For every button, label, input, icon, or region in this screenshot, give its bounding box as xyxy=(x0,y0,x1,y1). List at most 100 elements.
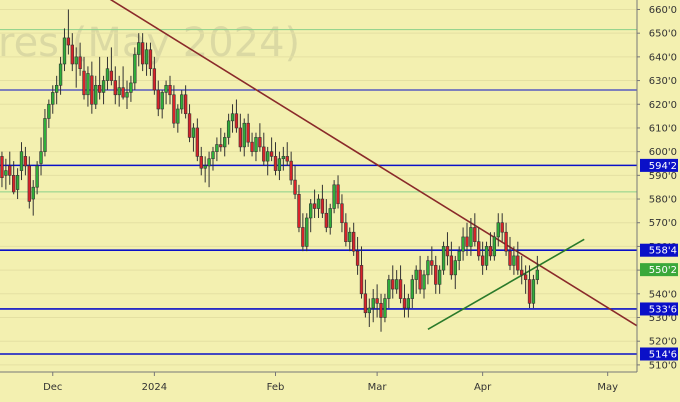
candle-23 xyxy=(86,66,90,107)
candle-104 xyxy=(402,284,407,318)
y-tick-label-8: 580'0 xyxy=(649,195,677,206)
candle-90 xyxy=(348,227,352,252)
candle-116 xyxy=(449,241,454,280)
candle-body xyxy=(402,298,407,309)
candle-body xyxy=(312,203,317,209)
candle-body xyxy=(473,227,477,242)
candle-79 xyxy=(305,213,309,252)
candle-body xyxy=(195,127,200,157)
candle-body xyxy=(461,236,465,252)
candle-137 xyxy=(531,274,536,309)
candle-122 xyxy=(473,213,477,247)
candle-body xyxy=(316,198,321,209)
candle-108 xyxy=(418,255,422,294)
candle-37 xyxy=(140,33,145,72)
candle-body xyxy=(480,255,485,266)
candle-body xyxy=(391,279,395,290)
candle-body xyxy=(512,255,516,266)
candle-body xyxy=(31,186,35,200)
candle-118 xyxy=(457,246,461,271)
candle-4 xyxy=(12,161,16,195)
level-badge-3 xyxy=(640,347,678,361)
candle-6 xyxy=(19,142,24,181)
level-badge-0 xyxy=(640,158,678,172)
candle-124 xyxy=(480,241,485,275)
last-price-label: 550'2 xyxy=(649,265,677,276)
candle-body xyxy=(328,208,332,228)
candle-88 xyxy=(340,194,344,233)
candle-body xyxy=(320,198,325,214)
candle-107 xyxy=(414,265,418,294)
candle-body xyxy=(109,70,114,81)
candle-45 xyxy=(172,85,176,128)
trendline-resistance xyxy=(109,0,640,328)
candle-body xyxy=(133,54,137,84)
candle-body xyxy=(140,42,145,65)
candle-49 xyxy=(187,104,192,143)
candle-138 xyxy=(535,255,540,285)
candle-85 xyxy=(328,203,332,235)
candle-73 xyxy=(281,146,285,171)
candle-106 xyxy=(410,274,414,309)
candle-body xyxy=(355,250,360,266)
candle-70 xyxy=(269,137,274,162)
candle-32 xyxy=(121,66,125,100)
candle-body xyxy=(62,37,67,65)
candle-52 xyxy=(199,146,203,176)
candle-69 xyxy=(266,146,270,176)
candle-body xyxy=(250,141,254,152)
candle-body xyxy=(246,122,250,143)
candle-body xyxy=(121,87,125,98)
candle-82 xyxy=(316,194,321,218)
candle-body xyxy=(78,56,82,70)
candle-114 xyxy=(441,241,446,275)
candle-body xyxy=(289,160,293,181)
candle-86 xyxy=(332,180,336,214)
candle-111 xyxy=(430,246,434,275)
candles xyxy=(0,9,540,332)
candle-16 xyxy=(58,56,63,95)
candle-22 xyxy=(82,56,86,100)
candle-42 xyxy=(160,90,164,119)
candle-body xyxy=(375,298,379,304)
candle-body xyxy=(70,44,74,65)
candle-body xyxy=(58,63,63,86)
candle-body xyxy=(86,73,90,96)
candle-body xyxy=(367,307,371,314)
candle-109 xyxy=(422,270,426,299)
candle-7 xyxy=(23,146,28,176)
candle-body xyxy=(94,84,98,105)
candle-body xyxy=(187,113,192,138)
grid xyxy=(0,8,637,366)
candle-98 xyxy=(379,293,383,332)
candle-105 xyxy=(406,293,411,318)
candle-body xyxy=(410,279,414,299)
y-tick-label-13: 530'0 xyxy=(649,313,677,324)
candle-119 xyxy=(461,227,465,261)
candle-body xyxy=(223,137,227,148)
candle-25 xyxy=(94,75,98,109)
candle-body xyxy=(230,113,235,122)
candle-33 xyxy=(125,80,129,109)
candle-body xyxy=(160,92,164,110)
candle-body xyxy=(508,250,512,266)
candle-body xyxy=(183,94,188,115)
candle-65 xyxy=(250,132,254,157)
candle-92 xyxy=(355,236,360,275)
candle-body xyxy=(74,56,78,65)
candle-body xyxy=(4,170,8,176)
candle-123 xyxy=(477,227,481,261)
candle-83 xyxy=(320,184,325,218)
candle-body xyxy=(430,260,434,266)
candle-body xyxy=(211,151,215,160)
candle-60 xyxy=(230,104,235,133)
candle-body xyxy=(51,92,55,105)
candle-134 xyxy=(520,255,524,285)
candle-34 xyxy=(129,75,133,102)
candle-13 xyxy=(47,99,51,128)
candle-3 xyxy=(8,151,12,185)
candle-58 xyxy=(223,132,227,157)
candle-41 xyxy=(156,80,160,117)
candle-body xyxy=(226,120,231,138)
